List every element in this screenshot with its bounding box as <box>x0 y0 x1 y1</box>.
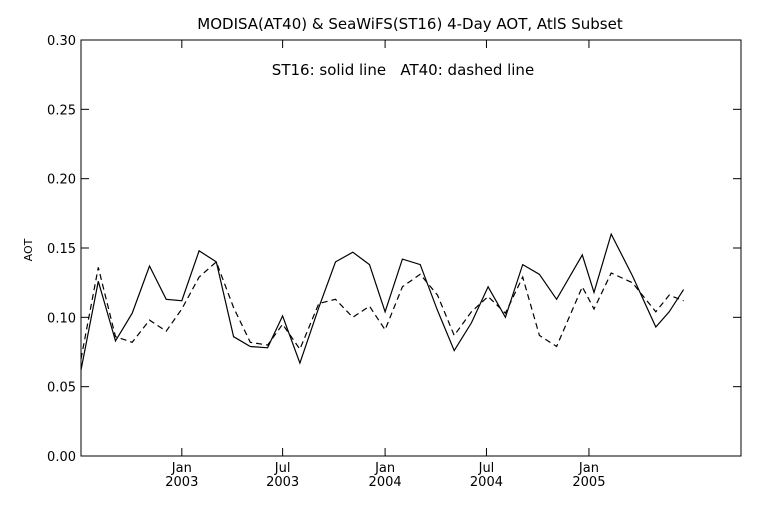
y-axis-ticks: 0.00 0.05 0.10 0.15 0.20 0.25 0.30 <box>47 34 741 465</box>
x-tick-month-label: Jan <box>171 461 192 476</box>
y-tick-label: 0.15 <box>47 242 76 257</box>
x-tick-month-label: Jan <box>374 461 395 476</box>
x-tick-month-label: Jul <box>478 461 495 476</box>
x-tick-year-label: 2004 <box>470 475 503 490</box>
line-style-annotation: ST16: solid line AT40: dashed line <box>272 61 534 79</box>
x-tick-month-label: Jan <box>578 461 599 476</box>
y-tick-label: 0.25 <box>47 103 76 118</box>
chart-title: MODISA(AT40) & SeaWiFS(ST16) 4-Day AOT, … <box>197 15 623 33</box>
y-tick-label: 0.05 <box>47 381 76 396</box>
y-axis-label: AOT <box>22 238 35 261</box>
x-tick-year-label: 2003 <box>266 475 299 490</box>
y-tick-label: 0.30 <box>47 34 76 49</box>
series-layer <box>80 232 685 371</box>
y-tick-label: 0.20 <box>47 173 76 188</box>
x-tick-year-label: 2003 <box>165 475 198 490</box>
series-line-st16 <box>80 232 685 371</box>
y-tick-label: 0.00 <box>47 450 76 465</box>
x-tick-year-label: 2005 <box>572 475 605 490</box>
plot-frame <box>80 39 742 457</box>
x-tick-year-label: 2004 <box>369 475 402 490</box>
series-line-at40 <box>80 260 684 360</box>
y-tick-label: 0.10 <box>47 311 76 326</box>
x-tick-month-label: Jul <box>274 461 291 476</box>
